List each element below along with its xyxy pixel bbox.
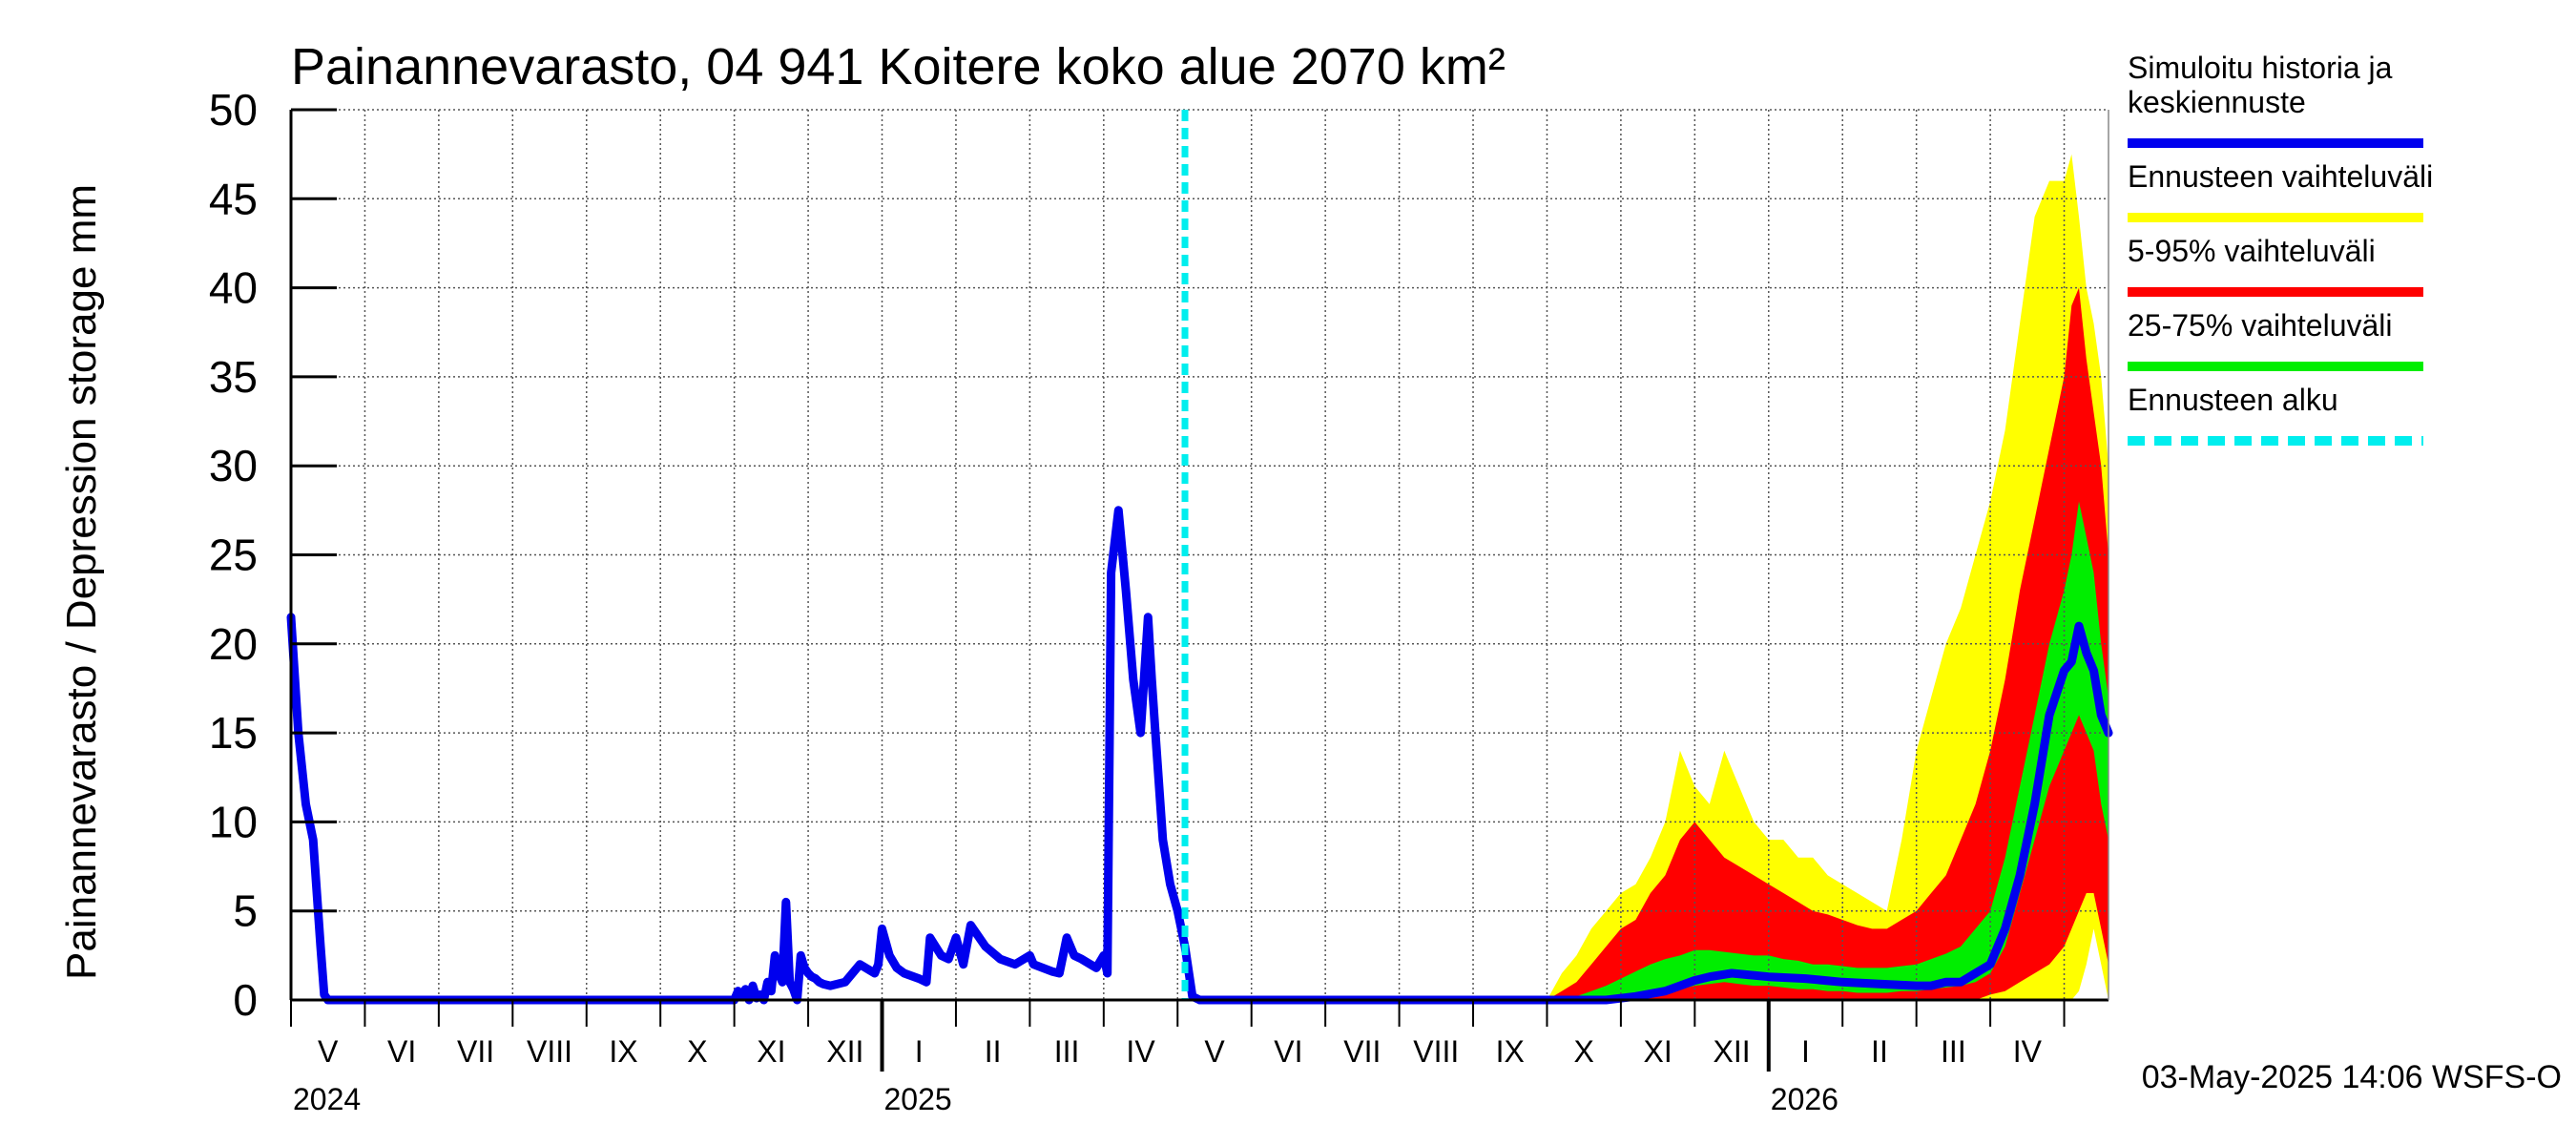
legend-label: Ennusteen vaihteluväli <box>2128 159 2433 194</box>
x-year-label: 2024 <box>293 1082 361 1116</box>
x-month-label: VI <box>387 1034 416 1069</box>
axes <box>289 108 2109 1072</box>
legend-label: Simuloitu historia ja <box>2128 51 2393 85</box>
footer-timestamp: 03-May-2025 14:06 WSFS-O <box>2142 1059 2562 1095</box>
y-tick-label: 20 <box>209 619 258 669</box>
x-month-label: X <box>687 1034 707 1069</box>
forecast-bands <box>1199 154 2109 1001</box>
y-tick-label: 25 <box>209 531 258 580</box>
x-month-label: IX <box>609 1034 637 1069</box>
x-month-label: VI <box>1274 1034 1302 1069</box>
y-tick-label: 40 <box>209 263 258 313</box>
x-month-label: I <box>915 1034 924 1069</box>
x-month-label: XII <box>1713 1034 1750 1069</box>
legend-label: keskiennuste <box>2128 85 2306 119</box>
x-month-label: V <box>318 1034 339 1069</box>
x-month-label: VII <box>457 1034 494 1069</box>
legend-label: Ennusteen alku <box>2128 383 2338 417</box>
legend-label: 5-95% vaihteluväli <box>2128 234 2376 268</box>
x-month-label: II <box>1871 1034 1888 1069</box>
y-tick-label: 45 <box>209 174 258 223</box>
x-month-label: V <box>1204 1034 1225 1069</box>
grid-lines <box>290 109 2109 1000</box>
x-month-label: XI <box>1644 1034 1672 1069</box>
x-month-label: VIII <box>1413 1034 1459 1069</box>
x-month-label: III <box>1941 1034 1966 1069</box>
y-tick-label: 10 <box>209 797 258 846</box>
band-5-95 <box>1199 287 2109 1001</box>
x-month-label: IX <box>1496 1034 1525 1069</box>
y-tick-label: 30 <box>209 441 258 490</box>
y-axis-label: Painannevarasto / Depression storage mm <box>58 184 105 980</box>
x-year-label: 2026 <box>1771 1082 1839 1116</box>
x-month-label: VII <box>1343 1034 1381 1069</box>
x-month-label: VIII <box>527 1034 572 1069</box>
y-tick-label: 5 <box>233 886 258 936</box>
y-tick-label: 0 <box>233 975 258 1025</box>
x-year-label: 2025 <box>884 1082 952 1116</box>
y-tick-label: 50 <box>209 85 258 135</box>
x-month-label: XI <box>757 1034 785 1069</box>
x-month-label: IV <box>1126 1034 1155 1069</box>
legend-label: 25-75% vaihteluväli <box>2128 308 2393 343</box>
y-tick-label: 35 <box>209 352 258 402</box>
x-month-label: X <box>1574 1034 1594 1069</box>
chart-title: Painannevarasto, 04 941 Koitere koko alu… <box>291 38 1506 95</box>
history-line <box>286 506 1204 1005</box>
y-tick-label: 15 <box>209 708 258 758</box>
forecast-median-line <box>1195 621 2113 1005</box>
x-month-label: I <box>1801 1034 1810 1069</box>
x-month-label: III <box>1054 1034 1080 1069</box>
x-month-label: XII <box>826 1034 863 1069</box>
x-month-label: IV <box>2013 1034 2043 1069</box>
series-lines <box>286 110 2113 1005</box>
x-month-label: II <box>985 1034 1002 1069</box>
